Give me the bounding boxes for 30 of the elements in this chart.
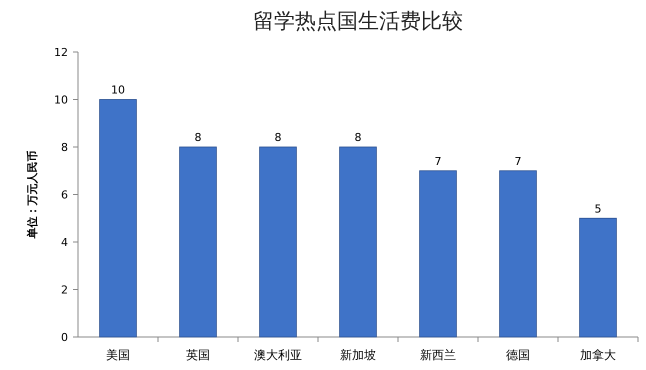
x-tick-label: 加拿大: [580, 348, 616, 362]
y-tick-label: 4: [61, 236, 68, 249]
x-tick-label: 新西兰: [420, 348, 456, 362]
data-label: 8: [354, 131, 362, 144]
data-label: 7: [434, 154, 442, 168]
bar: [419, 170, 457, 338]
bar: [259, 146, 297, 338]
y-tick-label: 8: [61, 141, 68, 154]
data-label: 8: [194, 131, 202, 144]
bar: [499, 170, 537, 338]
x-tick-label: 德国: [506, 348, 530, 362]
data-label: 7: [514, 154, 522, 168]
data-label: 5: [594, 202, 602, 216]
bar: [179, 146, 217, 338]
y-axis-title: 单位：万元人民币: [26, 150, 39, 240]
x-tick-label: 澳大利亚: [254, 348, 302, 362]
x-tick-label: 新加坡: [340, 348, 376, 362]
y-tick-label: 10: [54, 94, 68, 106]
data-label: 8: [274, 131, 282, 144]
y-tick-label: 6: [61, 188, 68, 202]
bar: [339, 146, 377, 338]
y-tick-label: 0: [61, 331, 68, 344]
y-tick-label: 12: [54, 46, 68, 59]
bar: [99, 99, 137, 338]
y-tick-label: 2: [61, 284, 68, 296]
data-label: 10: [111, 84, 125, 96]
bar: [579, 218, 617, 338]
x-tick-label: 英国: [186, 348, 210, 362]
chart-title: 留学热点国生活费比较: [253, 9, 463, 33]
x-tick-label: 美国: [106, 348, 130, 362]
